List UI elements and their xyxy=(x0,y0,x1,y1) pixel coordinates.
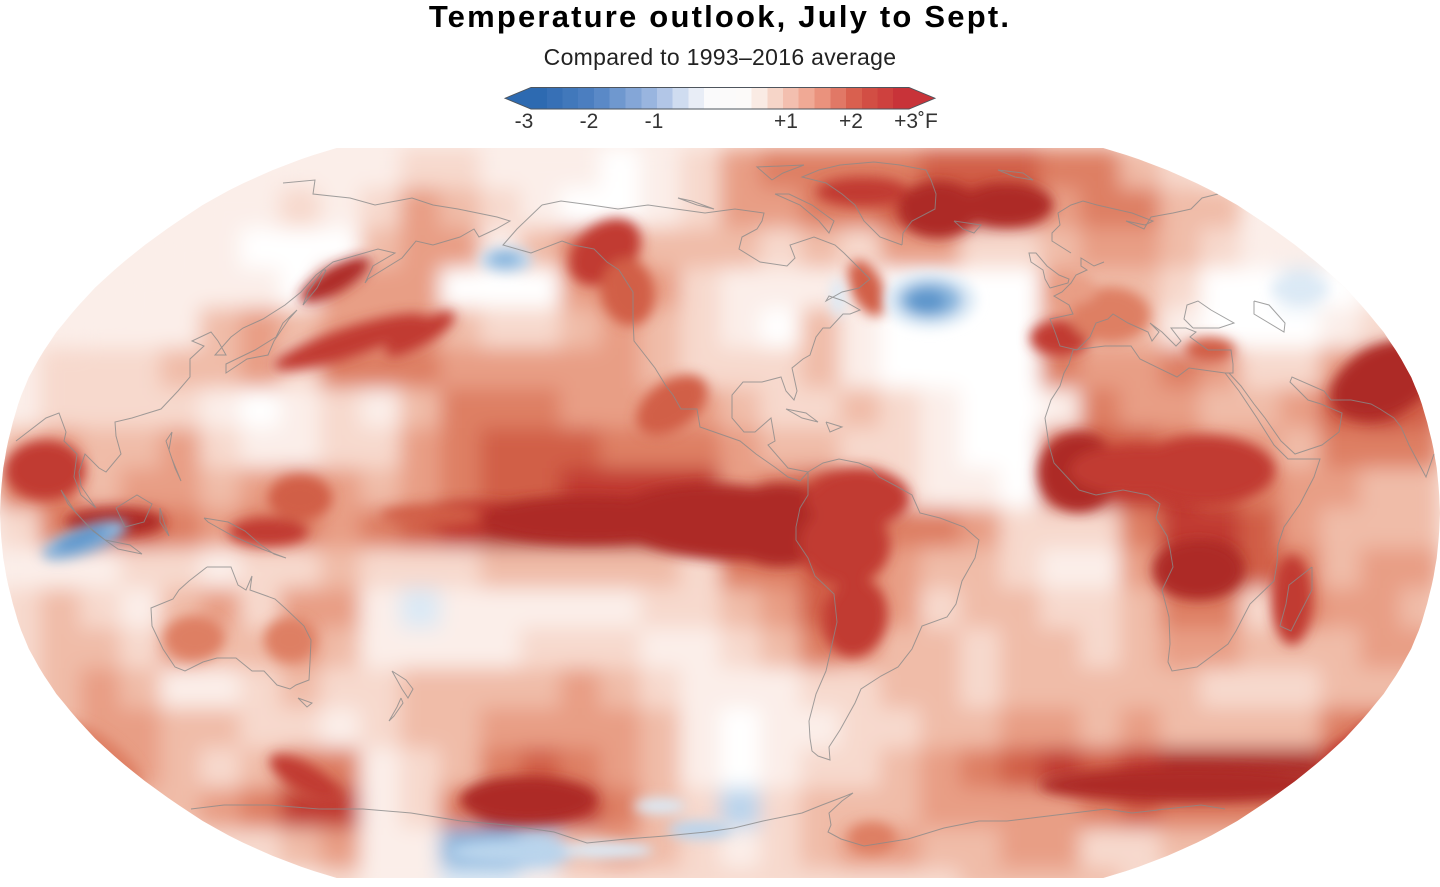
svg-text:+2: +2 xyxy=(839,110,863,133)
svg-text:-2: -2 xyxy=(580,110,599,133)
svg-text:-1: -1 xyxy=(645,110,664,133)
svg-text:+3˚F: +3˚F xyxy=(894,110,938,133)
svg-text:-3: -3 xyxy=(515,110,534,133)
svg-text:+1: +1 xyxy=(774,110,798,133)
